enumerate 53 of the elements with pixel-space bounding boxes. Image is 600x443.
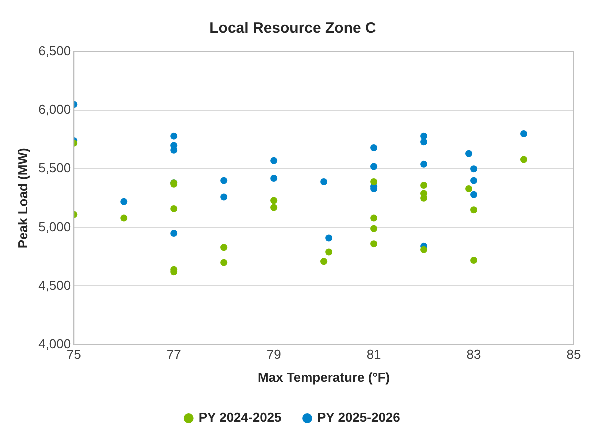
point xyxy=(220,177,228,184)
point xyxy=(170,132,178,140)
y-tick-label: 5,500 xyxy=(38,160,72,176)
point xyxy=(270,197,278,204)
point xyxy=(326,248,333,256)
point xyxy=(320,178,328,186)
point xyxy=(470,256,478,264)
point xyxy=(220,194,228,201)
point xyxy=(420,160,428,168)
legend-label: PY 2024-2025 xyxy=(198,410,282,426)
point xyxy=(170,146,178,154)
point xyxy=(270,174,278,182)
point xyxy=(270,204,278,212)
point xyxy=(326,234,333,242)
point xyxy=(370,144,378,152)
point xyxy=(370,163,378,170)
x-tick-label: 81 xyxy=(366,347,382,362)
point xyxy=(220,244,228,252)
point xyxy=(120,214,128,222)
point xyxy=(466,150,473,158)
point xyxy=(320,258,328,266)
point xyxy=(170,205,178,212)
point xyxy=(420,138,428,146)
point xyxy=(520,130,528,138)
chart-title: Local Resource Zone C xyxy=(210,20,377,38)
y-tick-label: 4,500 xyxy=(38,278,72,293)
point xyxy=(470,206,478,214)
point xyxy=(370,214,378,222)
x-tick-label: 79 xyxy=(266,347,282,362)
point xyxy=(470,191,478,198)
point xyxy=(420,132,428,140)
y-axis-title: Peak Load (MW) xyxy=(15,148,30,249)
y-tick-label: 6,000 xyxy=(38,102,72,118)
point xyxy=(466,186,473,193)
x-axis-title: Max Temperature (°F) xyxy=(258,370,390,385)
point xyxy=(370,225,378,232)
point xyxy=(170,230,178,238)
point xyxy=(120,198,128,206)
x-tick-label: 85 xyxy=(566,347,582,362)
point xyxy=(520,156,528,164)
y-tick-label: 6,500 xyxy=(38,44,72,59)
point xyxy=(370,178,378,186)
point xyxy=(420,246,428,254)
x-tick-label: 77 xyxy=(166,347,182,362)
point xyxy=(220,259,228,266)
legend-label: PY 2025-2026 xyxy=(318,410,400,426)
point xyxy=(270,157,278,164)
point xyxy=(420,182,428,190)
y-tick-label: 5,000 xyxy=(38,219,72,234)
point xyxy=(370,240,378,248)
point xyxy=(470,177,478,184)
x-tick-label: 83 xyxy=(466,347,482,362)
point xyxy=(470,166,478,173)
